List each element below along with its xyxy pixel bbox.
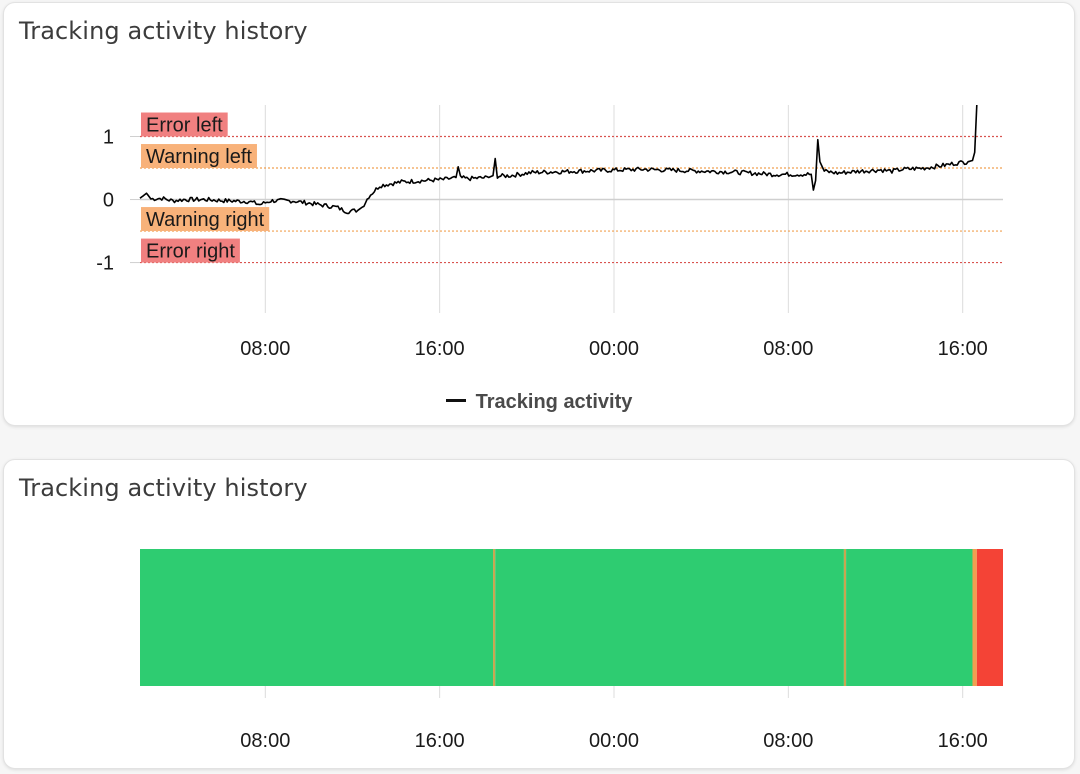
x-tick-label: 16:00 [415, 338, 465, 360]
legend[interactable]: Tracking activity [4, 391, 1074, 414]
timeline-segment-warning [843, 549, 847, 686]
tracking-activity-line-card: Tracking activity history 1 0 -1 08:00 16:00… [3, 2, 1075, 426]
card-title: Tracking activity history [19, 17, 308, 45]
x-tick-label: 00:00 [589, 730, 639, 752]
series-line-tracking-activity [139, 104, 978, 215]
x-tick-label: 08:00 [763, 338, 813, 360]
threshold-label: Warning left [141, 144, 257, 169]
timeline-segment-warning [972, 549, 977, 686]
x-tick-label: 16:00 [938, 730, 988, 752]
threshold-label-bg [141, 144, 257, 169]
timeline-segment-ok [846, 549, 973, 686]
timeline-segment-error [976, 549, 1003, 686]
y-tick-label: 1 [103, 127, 114, 149]
threshold-label-text: Error right [146, 241, 235, 263]
card-title: Tracking activity history [19, 474, 308, 502]
threshold-label-text: Warning left [146, 146, 252, 168]
timeline-chart: 08:00 16:00 00:00 08:00 16:00 [140, 549, 1003, 752]
line-chart: 1 0 -1 08:00 16:00 00:00 08:00 16:00 Error left W… [96, 104, 1003, 360]
timeline-segment-warning [493, 549, 496, 686]
x-tick-label: 08:00 [240, 338, 290, 360]
x-tick-label: 08:00 [240, 730, 290, 752]
x-tick-label: 16:00 [415, 730, 465, 752]
y-tick-label: -1 [96, 253, 114, 275]
legend-label: Tracking activity [475, 391, 633, 413]
threshold-label: Error left [141, 112, 228, 137]
threshold-label: Warning right [141, 207, 270, 232]
timeline-segment-ok [495, 549, 844, 686]
y-tick-label: 0 [103, 190, 114, 212]
threshold-label-text: Error left [146, 115, 223, 137]
legend-swatch [445, 399, 466, 403]
x-tick-label: 08:00 [763, 730, 813, 752]
x-tick-label: 16:00 [938, 338, 988, 360]
threshold-label-bg [141, 207, 270, 232]
threshold-label-bg [141, 112, 228, 137]
threshold-label-text: Warning right [146, 209, 265, 231]
tracking-activity-timeline-card: Tracking activity history 08:00 16:00 00:0… [3, 459, 1075, 769]
threshold-label: Error right [141, 238, 240, 263]
x-tick-label: 00:00 [589, 338, 639, 360]
timeline-segment-ok [140, 549, 494, 686]
threshold-label-bg [141, 238, 240, 263]
